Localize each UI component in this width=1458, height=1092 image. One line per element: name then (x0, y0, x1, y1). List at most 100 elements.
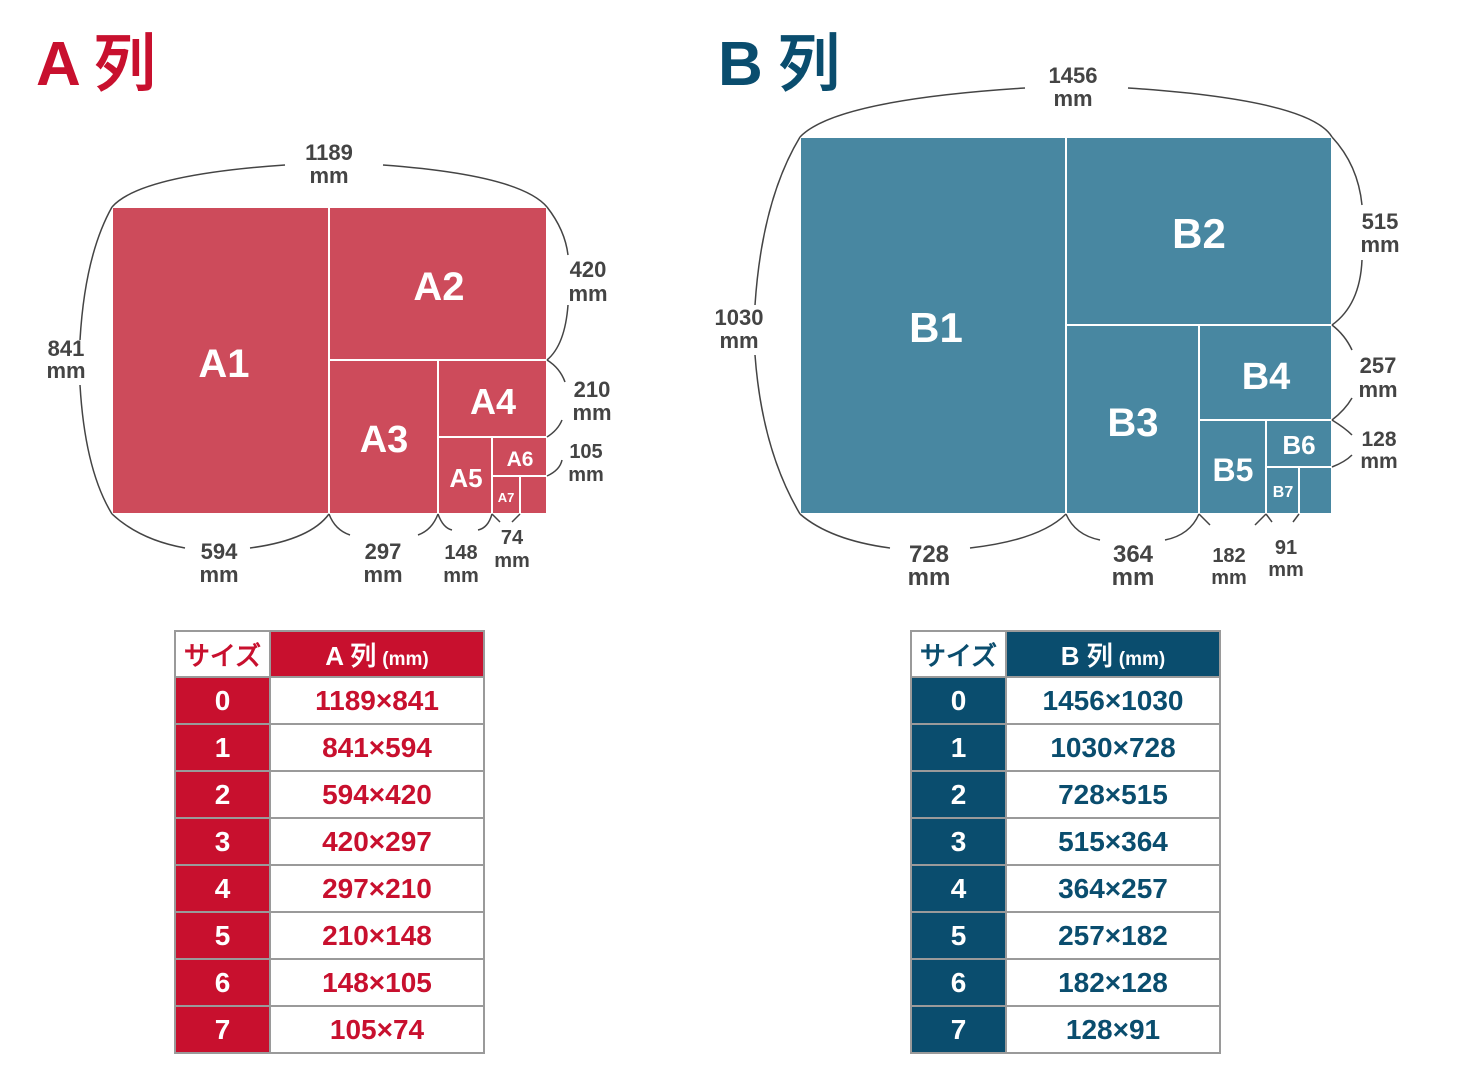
a-dim-b3-value: 148 (444, 542, 477, 564)
size-cell: 0 (910, 676, 1007, 725)
size-cell: 0 (174, 676, 271, 725)
b7-label: B7 (1273, 484, 1294, 501)
b-dim-top-value: 1456 (1049, 63, 1098, 88)
table-header-unit: (mm) (1118, 648, 1166, 670)
size-cell: 5 (910, 911, 1007, 960)
b-bottom-bracket-4 (1265, 513, 1300, 523)
b-dim-b3-value: 182 (1212, 545, 1245, 567)
a-dim-r1-value: 420 (570, 257, 607, 282)
paper-size-diagram: A1 A2 A3 A4 A5 A6 A7 1189 mm 841 mm 420 … (46, 63, 1400, 591)
b-dim-b1-unit: mm (908, 564, 951, 591)
b-dim-left-value: 1030 (715, 305, 764, 330)
b-bottom-bracket-1 (799, 513, 1067, 549)
b-right-bracket-2 (1331, 397, 1353, 421)
table-row: 6 182×128 (910, 958, 1221, 1007)
a6-label: A6 (507, 448, 534, 471)
a-right-bracket-3 (546, 459, 563, 477)
b-dim-r2-unit: mm (1358, 377, 1397, 402)
size-cell: 5 (174, 911, 271, 960)
dimension-cell: 1456×1030 (1005, 676, 1221, 725)
a1-label: A1 (198, 342, 249, 386)
size-cell: 6 (910, 958, 1007, 1007)
dimension-cell: 515×364 (1005, 817, 1221, 866)
table-row: 5 257×182 (910, 911, 1221, 960)
a3-label: A3 (360, 419, 409, 461)
a-dim-left-value: 841 (48, 336, 85, 361)
table-row: 7 105×74 (174, 1005, 485, 1054)
a-dim-r2-value: 210 (574, 377, 611, 402)
a-series-title: A 列 (36, 30, 156, 99)
b6-label: B6 (1282, 430, 1315, 460)
dimension-cell: 182×128 (1005, 958, 1221, 1007)
table-header-series-label: A 列 (325, 640, 377, 671)
table-row: 3 515×364 (910, 817, 1221, 866)
table-row: 5 210×148 (174, 911, 485, 960)
b-bottom-bracket-3 (1198, 513, 1267, 526)
a-dim-left-unit: mm (46, 358, 85, 383)
a-right-bracket-2 (546, 419, 563, 438)
table-row: 0 1189×841 (174, 676, 485, 725)
size-cell: 3 (910, 817, 1007, 866)
size-cell: 6 (174, 958, 271, 1007)
b-dim-b4-unit: mm (1268, 559, 1304, 581)
b-right-bracket-1 (1331, 136, 1363, 326)
b-dim-r1-unit: mm (1360, 232, 1399, 257)
a7-label: A7 (498, 490, 515, 505)
table-row: 3 420×297 (174, 817, 485, 866)
a-right-bracket-1 (546, 206, 569, 361)
b-series-table: サイズ B 列 (mm) 0 1456×1030 1 1030×728 2 728×515 3… (910, 630, 1221, 1054)
size-cell: 2 (174, 770, 271, 819)
a-series-table: サイズ A 列 (mm) 0 1189×841 1 841×594 2 594×420 3 42… (174, 630, 485, 1054)
b4-label: B4 (1242, 356, 1291, 398)
b-bottom-bracket-2 (1065, 513, 1200, 541)
table-header-series: A 列 (mm) (269, 630, 485, 678)
a-bottom-bracket-4 (491, 513, 521, 523)
a-top-bracket (111, 164, 548, 208)
a-bottom-bracket-2 (328, 513, 439, 536)
b-series-diagram: B1 B2 B3 B4 B5 B6 B7 1456 mm 1030 mm 515… (715, 63, 1400, 591)
a-dim-top-value: 1189 (305, 140, 353, 165)
a-left-bracket (79, 206, 113, 515)
a4-label: A4 (470, 381, 516, 422)
b-left-bracket (754, 136, 801, 515)
b-dim-r3-unit: mm (1360, 450, 1397, 473)
b-right-bracket-2 (1331, 324, 1353, 351)
dimension-cell: 420×297 (269, 817, 485, 866)
a-dim-top-unit: mm (309, 163, 348, 188)
b-dim-top-unit: mm (1053, 86, 1092, 111)
b-top-bracket (799, 87, 1333, 138)
a-dim-b3-unit: mm (443, 565, 479, 587)
b-dim-r3-value: 128 (1361, 428, 1396, 451)
table-row: 7 128×91 (910, 1005, 1221, 1054)
table-row: 1 1030×728 (910, 723, 1221, 772)
table-row: 2 728×515 (910, 770, 1221, 819)
a-right-bracket-2 (546, 359, 566, 383)
a-dim-b2-unit: mm (363, 562, 402, 587)
size-cell: 1 (174, 723, 271, 772)
a-dim-r1-unit: mm (568, 281, 607, 306)
dimension-cell: 128×91 (1005, 1005, 1221, 1054)
dimension-cell: 1189×841 (269, 676, 485, 725)
dimension-cell: 105×74 (269, 1005, 485, 1054)
b-dim-b2-value: 364 (1113, 541, 1154, 568)
b1-label: B1 (909, 304, 963, 351)
dimension-cell: 1030×728 (1005, 723, 1221, 772)
b5-label: B5 (1213, 452, 1254, 488)
table-row: 0 1456×1030 (910, 676, 1221, 725)
size-cell: 4 (174, 864, 271, 913)
table-header-series-label: B 列 (1060, 640, 1113, 671)
table-header-series: B 列 (mm) (1005, 630, 1221, 678)
size-cell: 4 (910, 864, 1007, 913)
a-dim-b1-unit: mm (199, 562, 238, 587)
b3-label: B3 (1107, 401, 1158, 445)
b-dim-b4-value: 91 (1275, 537, 1297, 559)
a2-label: A2 (413, 265, 464, 309)
a5-label: A5 (449, 463, 482, 493)
table-header-size: サイズ (910, 630, 1007, 678)
dimension-cell: 364×257 (1005, 864, 1221, 913)
dimension-cell: 841×594 (269, 723, 485, 772)
a-dim-b2-value: 297 (365, 539, 402, 564)
dimension-cell: 148×105 (269, 958, 485, 1007)
a-dim-r2-unit: mm (572, 400, 611, 425)
a-dim-b4-unit: mm (494, 550, 530, 572)
